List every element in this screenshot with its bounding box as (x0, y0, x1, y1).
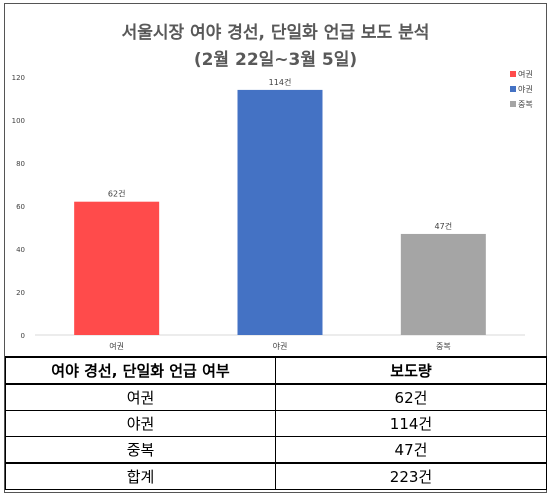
y-tick-label: 20 (16, 289, 25, 297)
chart-subtitle: (2월 22일~3월 5일) (193, 50, 358, 70)
bar (74, 201, 160, 335)
y-tick-label: 40 (16, 246, 25, 254)
bar-data-label: 47건 (435, 221, 453, 231)
bar-data-label: 62건 (108, 189, 126, 199)
legend-swatch (510, 71, 516, 77)
table-cell: 중복 (5, 436, 276, 464)
legend-swatch (510, 86, 516, 92)
x-tick-label: 여권 (109, 341, 124, 351)
table-header-row: 여야 경선, 단일화 언급 여부 보도량 (5, 356, 547, 385)
y-tick-label: 120 (12, 74, 25, 82)
bar (400, 233, 486, 335)
table-row: 여권 62건 (5, 383, 547, 411)
table-row: 야권 114건 (5, 410, 547, 437)
table-total-row: 합계 223건 (5, 462, 547, 490)
table-cell: 여권 (5, 383, 276, 411)
y-tick-label: 100 (12, 117, 25, 125)
x-tick-label: 중복 (436, 342, 451, 351)
chart-title: 서울시장 여야 경선, 단일화 언급 보도 분석 (121, 23, 430, 43)
legend-label: 야권 (518, 84, 533, 94)
table-row: 중복 47건 (5, 436, 547, 464)
y-tick-label: 60 (16, 203, 25, 211)
table-cell: 야권 (5, 410, 276, 437)
figure-frame: 서울시장 여야 경선, 단일화 언급 보도 분석 (2월 22일~3월 5일) … (4, 3, 547, 493)
legend-swatch (510, 101, 516, 107)
y-tick-label: 80 (16, 160, 25, 168)
legend-label: 여권 (518, 69, 533, 79)
table-cell: 합계 (5, 462, 276, 490)
data-table: 여야 경선, 단일화 언급 여부 보도량 여권 62건 야권 114건 중복 4… (5, 356, 547, 490)
table-header-cell: 여야 경선, 단일화 언급 여부 (5, 356, 276, 385)
x-tick-label: 야권 (273, 341, 288, 351)
bar (237, 89, 323, 336)
chart-area: 서울시장 여야 경선, 단일화 언급 보도 분석 (2월 22일~3월 5일) … (5, 4, 546, 356)
y-tick-label: 0 (21, 332, 25, 340)
table-header-cell: 보도량 (275, 356, 547, 385)
table-cell: 62건 (275, 383, 547, 411)
table-cell: 47건 (275, 436, 547, 464)
bar-data-label: 114건 (269, 77, 292, 87)
table-cell: 114건 (275, 410, 547, 437)
legend-label: 중복 (518, 100, 533, 109)
table-cell: 223건 (275, 462, 547, 490)
